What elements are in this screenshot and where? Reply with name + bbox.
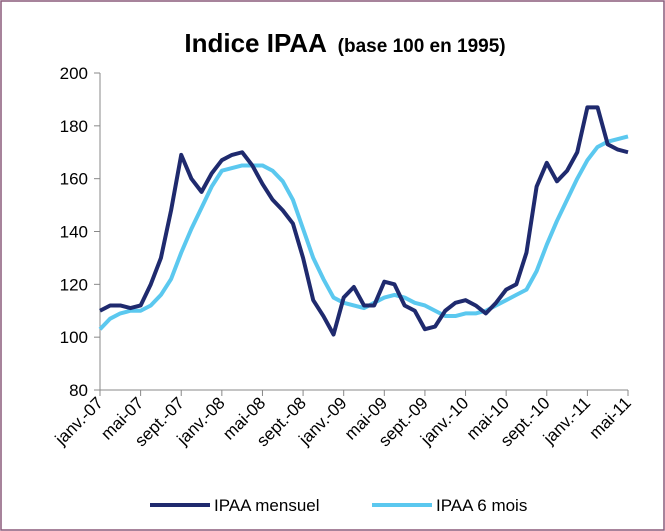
y-tick-label: 140 bbox=[60, 223, 88, 242]
y-tick-label: 120 bbox=[60, 275, 88, 294]
chart-subtitle: (base 100 en 1995) bbox=[338, 36, 506, 57]
y-tick-label: 160 bbox=[60, 170, 88, 189]
y-tick-label: 100 bbox=[60, 328, 88, 347]
y-tick-label: 200 bbox=[60, 64, 88, 83]
y-tick-label: 80 bbox=[69, 381, 88, 400]
chart-title: Indice IPAA bbox=[184, 28, 327, 58]
series-line bbox=[98, 134, 629, 331]
chart-heading: Indice IPAA (base 100 en 1995) bbox=[184, 28, 505, 58]
series-line bbox=[99, 105, 629, 337]
legend-label: IPAA mensuel bbox=[214, 496, 320, 515]
y-tick-label: 180 bbox=[60, 117, 88, 136]
legend-label: IPAA 6 mois bbox=[436, 496, 527, 515]
